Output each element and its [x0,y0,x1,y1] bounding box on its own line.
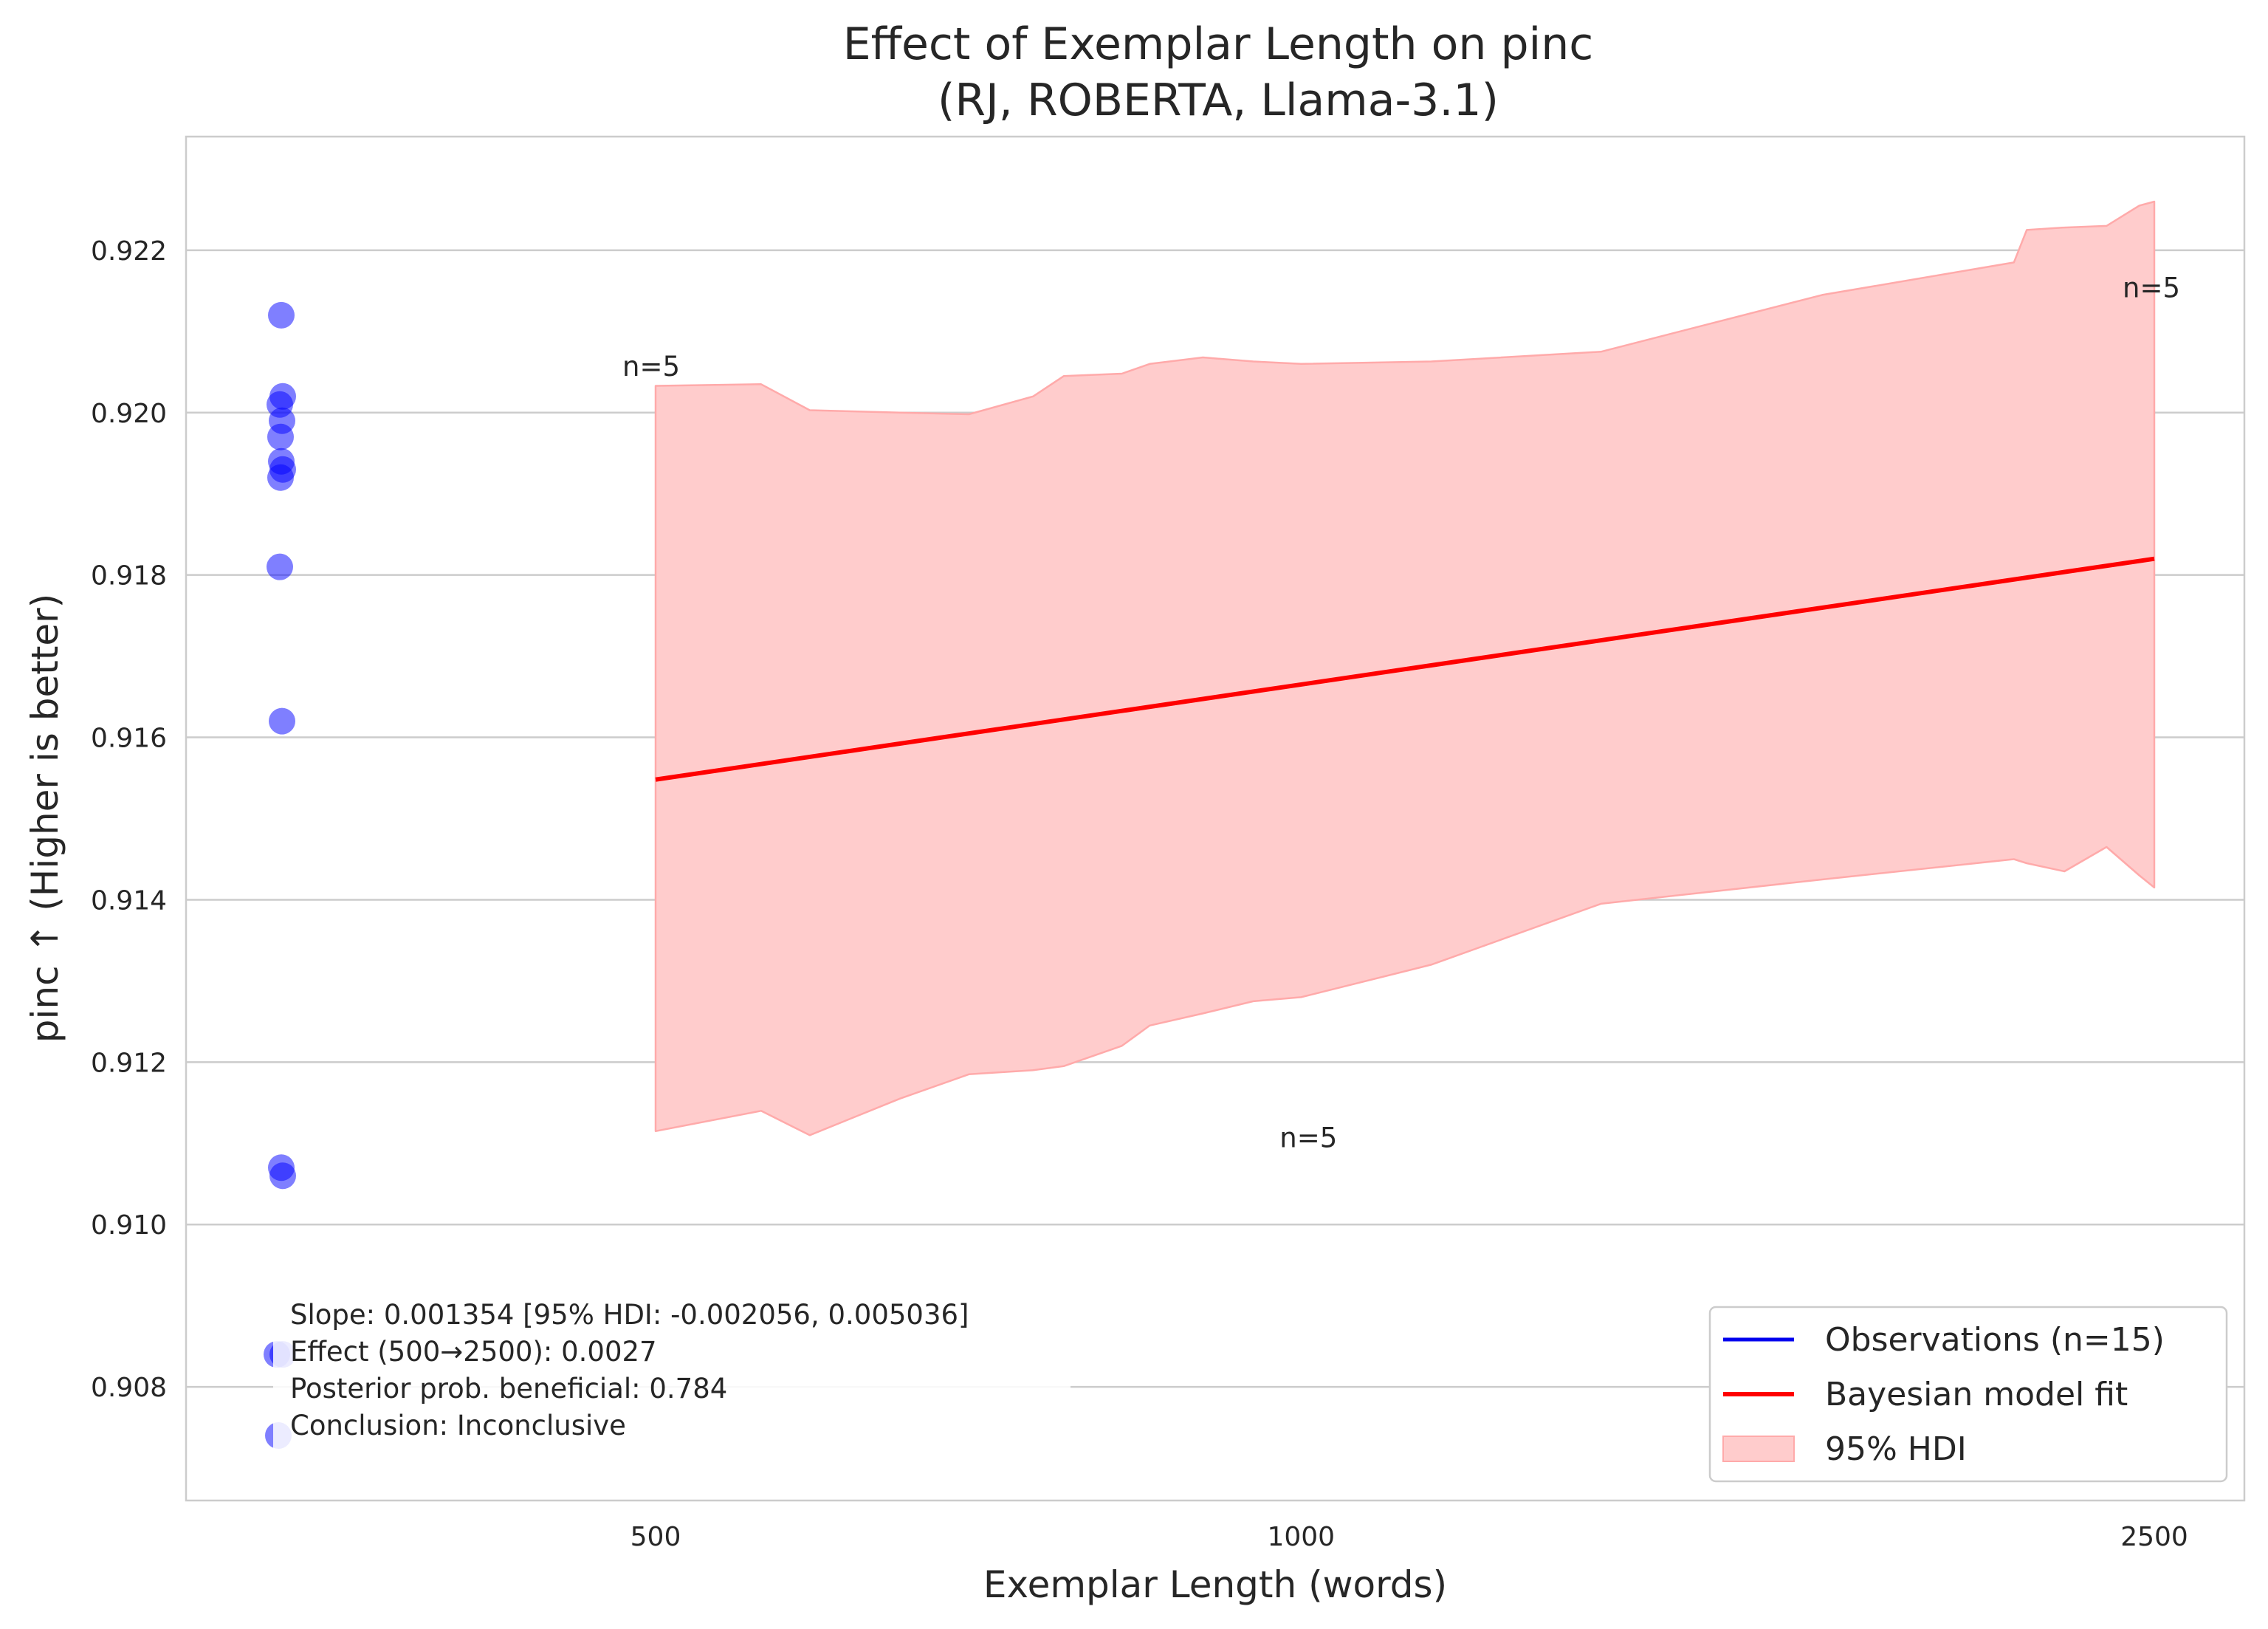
sample-size-annotation: n=5 [2123,272,2180,303]
x-axis-label: Exemplar Length (words) [983,1563,1447,1606]
y-tick-label: 0.912 [91,1048,167,1078]
y-tick-label: 0.920 [91,399,167,429]
fit-line [655,556,2155,782]
y-tick-label: 0.914 [91,885,167,916]
legend-frame [1708,1306,2228,1483]
stats-line-conclusion: Conclusion: Inconclusive [290,1410,626,1441]
y-tick-label: 0.918 [91,561,167,591]
y-tick-label: 0.916 [91,724,167,754]
stats-line-slope: Slope: 0.001354 [95% HDI: -0.002056, 0.0… [290,1299,969,1331]
observation-point [269,1162,296,1190]
legend-hdi-swatch [1722,1436,1795,1462]
observation-point [267,423,294,450]
legend-fit-label: Bayesian model fit [1825,1376,2128,1413]
y-tick-labels: 0.908 0.910 0.912 0.914 0.916 0.918 0.920 0.922 [91,236,167,1403]
plot-frame [185,135,2246,1502]
observation-point [269,707,295,735]
y-tick-label: 0.910 [91,1210,167,1241]
stats-box: Slope: 0.001354 [95% HDI: -0.002056, 0.0… [273,1291,1071,1455]
y-tick-label: 0.908 [91,1373,167,1403]
y-tick-label: 0.922 [91,236,167,267]
stats-box-background [273,1291,1071,1455]
x-tick-label: 500 [630,1522,681,1552]
observation-point [268,301,295,329]
observation-point [267,553,293,580]
annotations-layer: n=5 n=5 n=5 [622,272,2180,1153]
x-tick-labels: 500 1000 2500 [630,1522,2188,1552]
sample-size-annotation: n=5 [1279,1122,1337,1153]
legend: Observations (n=15) Bayesian model fit 9… [1708,1306,2228,1483]
y-axis-label: pinc ↑ (Higher is better) [24,594,66,1043]
stats-line-probability: Posterior prob. beneficial: 0.784 [290,1373,727,1405]
observation-point [267,464,294,491]
chart-title: Effect of Exemplar Length on pinc [843,18,1593,70]
x-tick-label: 2500 [2120,1522,2188,1552]
legend-hdi-label: 95% HDI [1825,1430,1967,1468]
stats-line-effect: Effect (500→2500): 0.0027 [290,1336,657,1368]
observations-layer [264,301,296,1450]
legend-observations-label: Observations (n=15) [1825,1321,2165,1359]
x-tick-label: 1000 [1267,1522,1335,1552]
sample-size-annotation: n=5 [622,351,680,383]
chart-subtitle: (RJ, ROBERTA, Llama-3.1) [938,75,1499,126]
fit-layer [655,556,2155,782]
